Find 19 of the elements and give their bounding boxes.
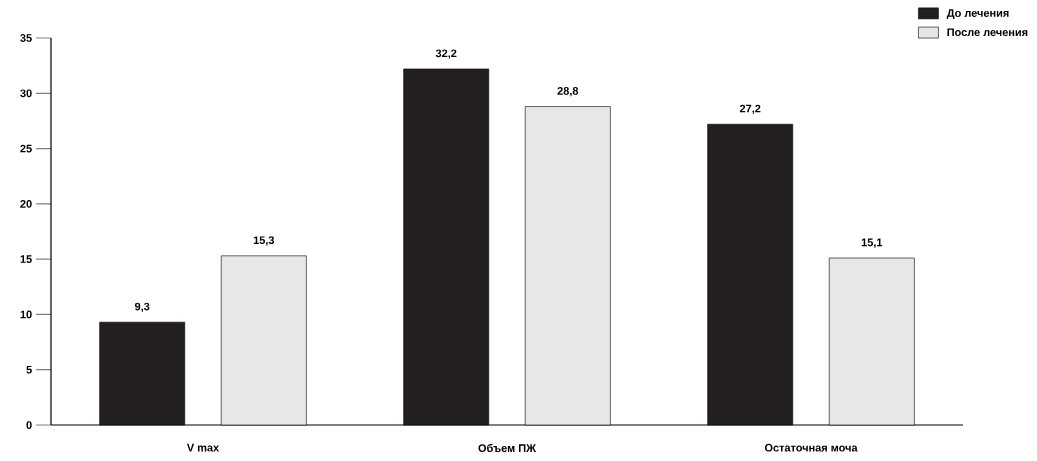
y-tick-label: 30 bbox=[20, 89, 32, 98]
data-label: 15,1 bbox=[861, 238, 883, 248]
legend-label: До лечения bbox=[946, 9, 1009, 20]
x-tick-label: V max bbox=[186, 443, 220, 452]
legend-label: После лечения bbox=[947, 28, 1028, 37]
y-tick-label: 10 bbox=[20, 310, 32, 319]
y-tick-label: 5 bbox=[26, 365, 32, 374]
data-label: 27,2 bbox=[739, 104, 761, 115]
y-tick-label: 0 bbox=[26, 421, 32, 429]
y-tick-label: 20 bbox=[20, 199, 32, 208]
data-label: 15,3 bbox=[253, 236, 275, 246]
y-tick-label: 15 bbox=[20, 255, 32, 263]
data-label: 9,3 bbox=[134, 302, 150, 312]
x-tick-label: Объем ПЖ bbox=[478, 443, 537, 452]
y-tick-label: 25 bbox=[20, 144, 32, 153]
data-label: 28,8 bbox=[557, 87, 579, 97]
data-label: 32,2 bbox=[435, 49, 457, 59]
x-tick-label: Остаточная моча bbox=[764, 443, 858, 452]
y-tick-label: 35 bbox=[20, 34, 32, 42]
